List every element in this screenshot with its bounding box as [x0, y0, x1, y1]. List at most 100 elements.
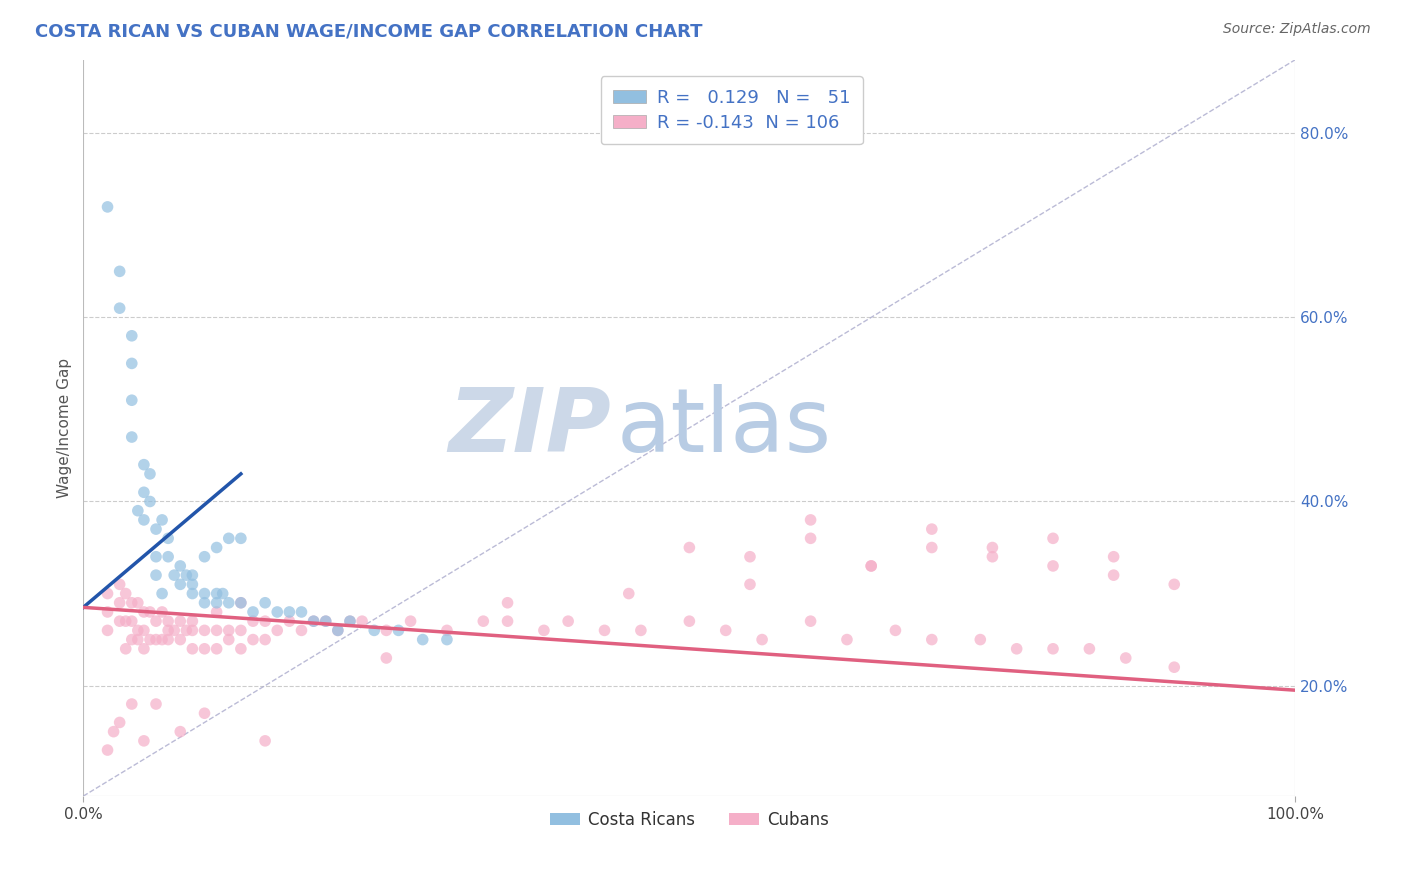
Point [114, 586, 136, 600]
Point [242, 632, 264, 647]
Point [593, 624, 616, 638]
Point [278, 605, 301, 619]
Point [132, 641, 155, 656]
Point [169, 558, 191, 573]
Point [181, 577, 204, 591]
Point [496, 596, 519, 610]
Point [751, 632, 773, 647]
Point [1005, 641, 1028, 656]
Point [981, 541, 1004, 555]
Point [157, 632, 180, 647]
Point [981, 549, 1004, 564]
Point [738, 549, 761, 564]
Point [229, 596, 252, 610]
Point [363, 624, 385, 638]
Point [387, 624, 409, 638]
Point [114, 641, 136, 656]
Point [150, 586, 173, 600]
Point [176, 624, 198, 638]
Point [127, 596, 149, 610]
Point [150, 632, 173, 647]
Point [108, 301, 131, 315]
Point [108, 264, 131, 278]
Point [163, 624, 186, 638]
Text: COSTA RICAN VS CUBAN WAGE/INCOME GAP CORRELATION CHART: COSTA RICAN VS CUBAN WAGE/INCOME GAP COR… [35, 22, 703, 40]
Point [121, 697, 143, 711]
Point [278, 614, 301, 628]
Point [229, 624, 252, 638]
Point [157, 549, 180, 564]
Point [205, 596, 228, 610]
Legend: Costa Ricans, Cubans: Costa Ricans, Cubans [543, 805, 835, 836]
Point [205, 605, 228, 619]
Point [315, 614, 337, 628]
Point [150, 513, 173, 527]
Point [176, 568, 198, 582]
Point [127, 632, 149, 647]
Point [254, 734, 277, 748]
Point [218, 596, 240, 610]
Point [921, 541, 943, 555]
Point [800, 614, 823, 628]
Point [302, 614, 325, 628]
Point [139, 632, 162, 647]
Point [921, 632, 943, 647]
Point [169, 614, 191, 628]
Point [181, 586, 204, 600]
Point [127, 624, 149, 638]
Point [630, 624, 652, 638]
Point [1042, 641, 1064, 656]
Point [800, 531, 823, 545]
Point [1163, 577, 1185, 591]
Point [132, 485, 155, 500]
Point [132, 624, 155, 638]
Point [969, 632, 991, 647]
Point [139, 605, 162, 619]
Point [326, 624, 349, 638]
Point [1163, 660, 1185, 674]
Point [145, 697, 167, 711]
Point [800, 513, 823, 527]
Point [205, 541, 228, 555]
Point [533, 624, 555, 638]
Point [436, 624, 458, 638]
Point [193, 549, 215, 564]
Point [132, 605, 155, 619]
Point [132, 458, 155, 472]
Point [242, 614, 264, 628]
Point [169, 724, 191, 739]
Point [399, 614, 422, 628]
Text: ZIP: ZIP [449, 384, 610, 471]
Y-axis label: Wage/Income Gap: Wage/Income Gap [58, 358, 72, 498]
Point [193, 706, 215, 721]
Point [193, 596, 215, 610]
Point [1042, 558, 1064, 573]
Point [242, 605, 264, 619]
Point [678, 614, 700, 628]
Point [132, 513, 155, 527]
Point [229, 531, 252, 545]
Point [181, 641, 204, 656]
Point [229, 596, 252, 610]
Point [884, 624, 907, 638]
Point [1115, 651, 1137, 665]
Point [108, 614, 131, 628]
Point [436, 632, 458, 647]
Point [860, 558, 883, 573]
Point [108, 715, 131, 730]
Point [1042, 531, 1064, 545]
Point [496, 614, 519, 628]
Point [1102, 549, 1125, 564]
Point [339, 614, 361, 628]
Point [1078, 641, 1101, 656]
Text: atlas: atlas [617, 384, 832, 471]
Point [96, 200, 118, 214]
Point [290, 605, 312, 619]
Text: Source: ZipAtlas.com: Source: ZipAtlas.com [1223, 22, 1371, 37]
Point [921, 522, 943, 536]
Point [108, 596, 131, 610]
Point [254, 596, 277, 610]
Point [678, 541, 700, 555]
Point [181, 568, 204, 582]
Point [145, 549, 167, 564]
